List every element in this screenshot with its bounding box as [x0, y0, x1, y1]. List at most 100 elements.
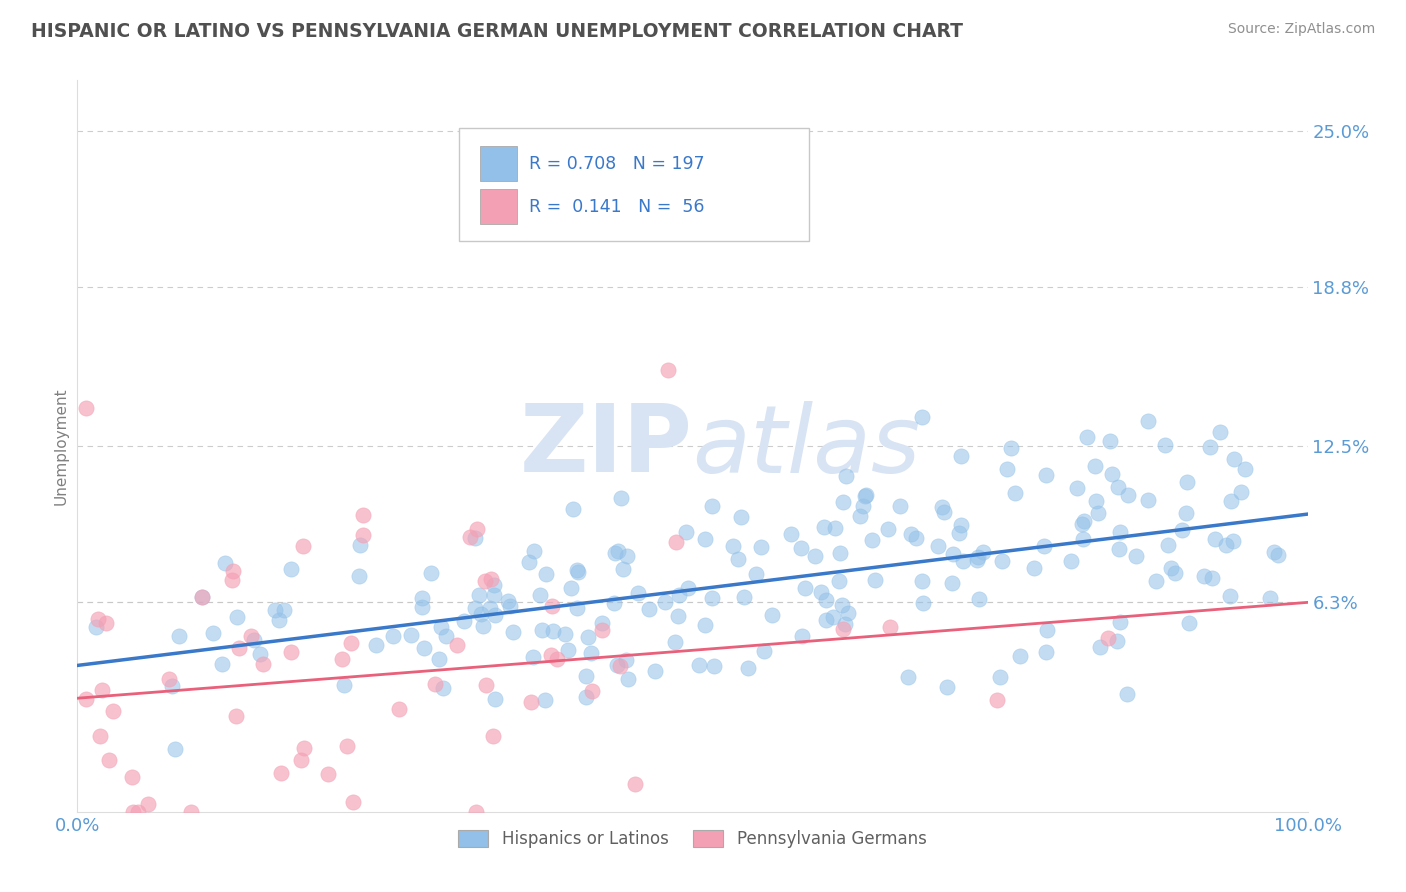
- Point: [138, 797, 160, 811]
- Point: [425, 677, 447, 691]
- FancyBboxPatch shape: [479, 146, 516, 181]
- Point: [75, 401, 97, 415]
- Point: [1267, 548, 1289, 562]
- Point: [865, 573, 887, 587]
- Point: [790, 541, 813, 555]
- Point: [280, 562, 302, 576]
- Point: [453, 614, 475, 628]
- Point: [1087, 506, 1109, 520]
- Point: [292, 741, 315, 756]
- Point: [855, 488, 877, 502]
- Point: [1035, 645, 1057, 659]
- Point: [222, 564, 245, 578]
- Point: [465, 805, 488, 819]
- Point: [911, 574, 934, 588]
- Point: [733, 590, 755, 604]
- Point: [835, 469, 858, 483]
- Point: [520, 695, 543, 709]
- Point: [162, 679, 184, 693]
- Legend: Hispanics or Latinos, Pennsylvania Germans: Hispanics or Latinos, Pennsylvania Germa…: [451, 823, 934, 855]
- Point: [1175, 475, 1198, 490]
- Point: [333, 678, 356, 692]
- Point: [949, 449, 972, 463]
- Point: [900, 527, 922, 541]
- Point: [703, 658, 725, 673]
- Point: [972, 545, 994, 559]
- Point: [427, 651, 450, 665]
- Point: [603, 596, 626, 610]
- Point: [1220, 494, 1243, 508]
- Point: [793, 581, 815, 595]
- Point: [468, 588, 491, 602]
- Point: [1125, 549, 1147, 564]
- Point: [828, 574, 851, 588]
- Point: [665, 534, 688, 549]
- Point: [1230, 485, 1253, 500]
- Point: [688, 657, 710, 672]
- Point: [675, 524, 697, 539]
- Point: [540, 648, 562, 663]
- Point: [1233, 462, 1256, 476]
- Point: [654, 595, 676, 609]
- Point: [897, 669, 920, 683]
- Point: [464, 601, 486, 615]
- Point: [411, 591, 433, 605]
- Point: [1084, 459, 1107, 474]
- Point: [567, 565, 589, 579]
- Point: [813, 520, 835, 534]
- Point: [849, 508, 872, 523]
- Point: [546, 652, 568, 666]
- Point: [364, 638, 387, 652]
- Point: [479, 572, 502, 586]
- Point: [837, 606, 859, 620]
- Point: [1215, 538, 1237, 552]
- Point: [502, 624, 524, 639]
- Point: [430, 620, 453, 634]
- Point: [1085, 494, 1108, 508]
- Point: [1258, 591, 1281, 605]
- Point: [723, 539, 745, 553]
- Point: [1171, 523, 1194, 537]
- Point: [336, 739, 359, 754]
- Point: [702, 499, 724, 513]
- Point: [464, 531, 486, 545]
- Point: [127, 805, 149, 819]
- Point: [89, 729, 111, 743]
- Point: [695, 532, 717, 546]
- Point: [1137, 493, 1160, 508]
- Point: [927, 539, 949, 553]
- Point: [543, 624, 565, 638]
- Point: [749, 540, 772, 554]
- Point: [606, 657, 628, 672]
- Point: [657, 363, 679, 377]
- Point: [529, 588, 551, 602]
- Point: [1154, 437, 1177, 451]
- Point: [967, 591, 990, 606]
- Point: [932, 505, 955, 519]
- Point: [90, 683, 112, 698]
- Point: [745, 566, 768, 581]
- Point: [1223, 451, 1246, 466]
- Point: [1136, 414, 1159, 428]
- Point: [638, 602, 661, 616]
- Point: [1108, 615, 1130, 629]
- Point: [267, 613, 290, 627]
- Point: [832, 623, 855, 637]
- Point: [180, 805, 202, 819]
- Point: [87, 612, 110, 626]
- Point: [84, 620, 107, 634]
- Point: [474, 574, 496, 589]
- Point: [986, 693, 1008, 707]
- Point: [1035, 467, 1057, 482]
- Point: [942, 547, 965, 561]
- Point: [202, 625, 225, 640]
- Point: [228, 641, 250, 656]
- Point: [352, 527, 374, 541]
- Point: [574, 669, 596, 683]
- Point: [879, 620, 901, 634]
- Point: [780, 526, 803, 541]
- Point: [575, 690, 598, 705]
- Point: [499, 599, 522, 613]
- Point: [157, 672, 180, 686]
- Point: [967, 549, 990, 564]
